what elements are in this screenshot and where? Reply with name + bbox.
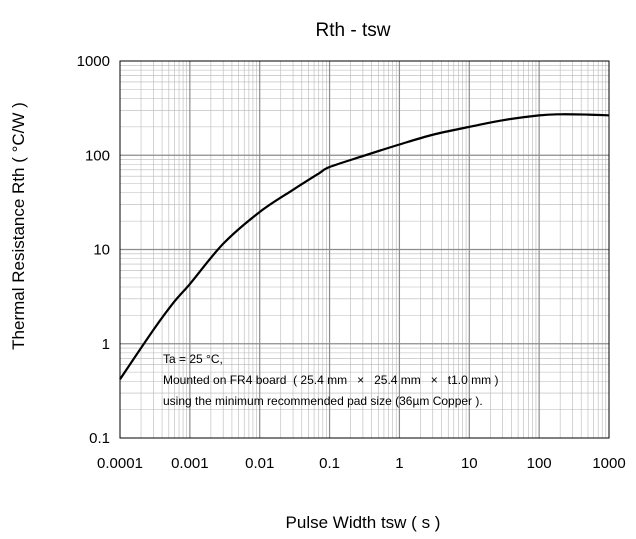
plot-frame [119,60,610,439]
x-tick-label: 0.01 [245,455,274,472]
x-tick-labels: 0.0001 0.001 0.01 0.1 1 10 100 1000 [97,455,626,472]
grid-major [120,61,609,438]
y-tick-label: 0.1 [89,430,110,447]
y-tick-label: 1 [102,336,110,353]
annotation-line-3: using the minimum recommended pad size (… [163,394,483,408]
annotation-line-1: Ta = 25 °C, [163,352,223,366]
series-layer [119,113,610,380]
x-tick-label: 100 [527,455,552,472]
annotation-line-2: Mounted on FR4 board ( 25.4 mm × 25.4 mm… [163,373,498,387]
x-tick-label: 0.001 [171,455,209,472]
y-tick-label: 100 [85,147,110,164]
x-tick-label: 0.0001 [97,455,143,472]
chart-title: Rth - tsw [316,20,391,41]
y-tick-label: 10 [93,242,110,259]
x-axis-label: Pulse Width tsw ( s ) [286,513,441,532]
y-axis-label: Thermal Resistance Rth ( °C/W ) [9,102,28,350]
x-tick-label: 0.1 [319,455,340,472]
y-tick-label: 1000 [77,53,110,70]
x-tick-label: 1 [395,455,403,472]
annotation-box: Ta = 25 °C, Mounted on FR4 board ( 25.4 … [163,352,498,408]
y-tick-labels: 0.1 1 10 100 1000 [77,53,110,447]
x-tick-label: 1000 [592,455,625,472]
x-tick-label: 10 [461,455,478,472]
series-line [119,113,610,380]
